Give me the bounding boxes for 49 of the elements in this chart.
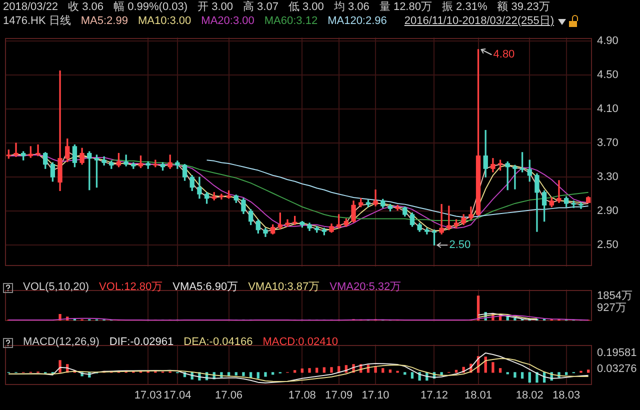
x-tick-label: 18.03 [552, 389, 580, 402]
text: VMA20:5.32万 [330, 281, 402, 294]
y-tick-label: 0.19581 [597, 346, 637, 359]
text: VMA5:6.90万 [172, 281, 238, 294]
text: 额 39.23万 [497, 1, 550, 14]
y-tick-label: 3.30 [597, 171, 618, 184]
y-tick-label: 4.10 [597, 103, 618, 116]
text: 幅 0.99%(0.03) [114, 1, 188, 14]
x-tick-label: 18.02 [516, 389, 544, 402]
text: MA10:3.00 [138, 15, 192, 28]
text: MA20:3.00 [201, 15, 254, 28]
y-tick-label: 4.50 [597, 69, 618, 82]
text: MA120:2.96 [328, 15, 387, 28]
x-tick-label: 17.12 [420, 389, 448, 402]
x-tick-label: 17.04 [164, 389, 192, 402]
text: MA5:2.99 [80, 15, 128, 28]
text: DEA:-0.04166 [184, 336, 253, 349]
text: 均 3.06 [334, 1, 370, 14]
text: 量 12.80万 [379, 1, 432, 14]
text: VOL:12.80万 [99, 281, 163, 294]
text: MA60:3.12 [264, 15, 318, 28]
text: 高 3.07 [242, 1, 278, 14]
series-label: MACD:0.02410 [262, 336, 338, 349]
y-tick-label: 4.90 [597, 35, 618, 48]
chart-title: MACD(12,26,9) [23, 336, 100, 349]
text: 低 3.00 [288, 1, 324, 14]
y-tick-label: 1854万 [597, 290, 632, 302]
x-tick-label: 17.08 [288, 389, 316, 402]
text: 开 3.00 [198, 1, 233, 14]
x-tick-label: 18.01 [464, 389, 492, 402]
x-tick-label: 17.10 [362, 389, 390, 402]
chart-title: 1476.HK 日线 [3, 15, 71, 28]
text: 振 2.31% [442, 1, 488, 14]
text: 2018/03/22 [3, 1, 58, 14]
text: DIF:-0.02961 [109, 336, 174, 349]
x-tick-label: 17.03 [134, 389, 162, 402]
annotation: 4.80 [493, 48, 515, 61]
text: VMA10:3.87万 [248, 281, 320, 294]
y-tick-label: 927万 [597, 302, 626, 314]
chart-title: VOL(5,10,20) [23, 281, 90, 294]
y-tick-label: 0.03276 [597, 363, 637, 376]
chart-subtitle: 2016/11/10-2018/03/22(255日) [404, 15, 554, 28]
y-tick-label: 2.90 [597, 205, 618, 218]
x-tick-label: 17.06 [215, 389, 243, 402]
y-tick-label: 3.70 [597, 137, 618, 150]
y-tick-label: 2.50 [597, 239, 618, 252]
text: 收 3.06 [68, 1, 104, 14]
x-tick-label: 17.09 [325, 389, 353, 402]
annotation: 2.50 [449, 239, 471, 252]
